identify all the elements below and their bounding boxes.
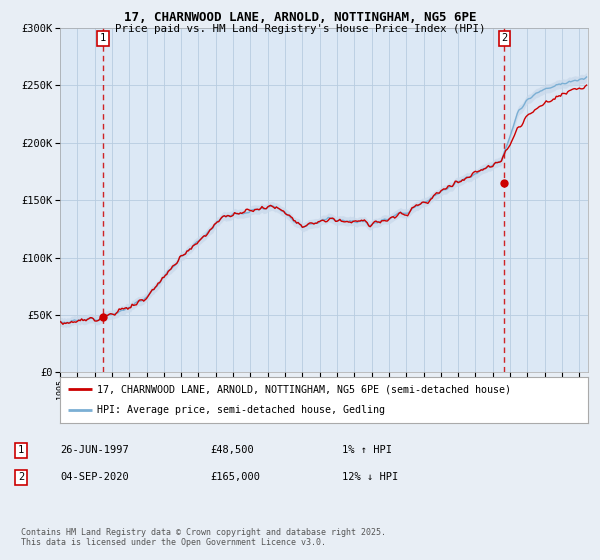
Text: HPI: Average price, semi-detached house, Gedling: HPI: Average price, semi-detached house,… [97,405,385,416]
Text: 12% ↓ HPI: 12% ↓ HPI [342,472,398,482]
Text: Price paid vs. HM Land Registry's House Price Index (HPI): Price paid vs. HM Land Registry's House … [115,24,485,34]
Text: 04-SEP-2020: 04-SEP-2020 [60,472,129,482]
Text: 2: 2 [501,33,508,43]
Text: 2: 2 [18,472,24,482]
Text: 1: 1 [100,33,106,43]
Text: 17, CHARNWOOD LANE, ARNOLD, NOTTINGHAM, NG5 6PE: 17, CHARNWOOD LANE, ARNOLD, NOTTINGHAM, … [124,11,476,24]
Text: 1% ↑ HPI: 1% ↑ HPI [342,445,392,455]
Text: 1: 1 [18,445,24,455]
Text: 17, CHARNWOOD LANE, ARNOLD, NOTTINGHAM, NG5 6PE (semi-detached house): 17, CHARNWOOD LANE, ARNOLD, NOTTINGHAM, … [97,384,511,394]
Text: £165,000: £165,000 [210,472,260,482]
Text: Contains HM Land Registry data © Crown copyright and database right 2025.
This d: Contains HM Land Registry data © Crown c… [21,528,386,547]
Text: £48,500: £48,500 [210,445,254,455]
Text: 26-JUN-1997: 26-JUN-1997 [60,445,129,455]
